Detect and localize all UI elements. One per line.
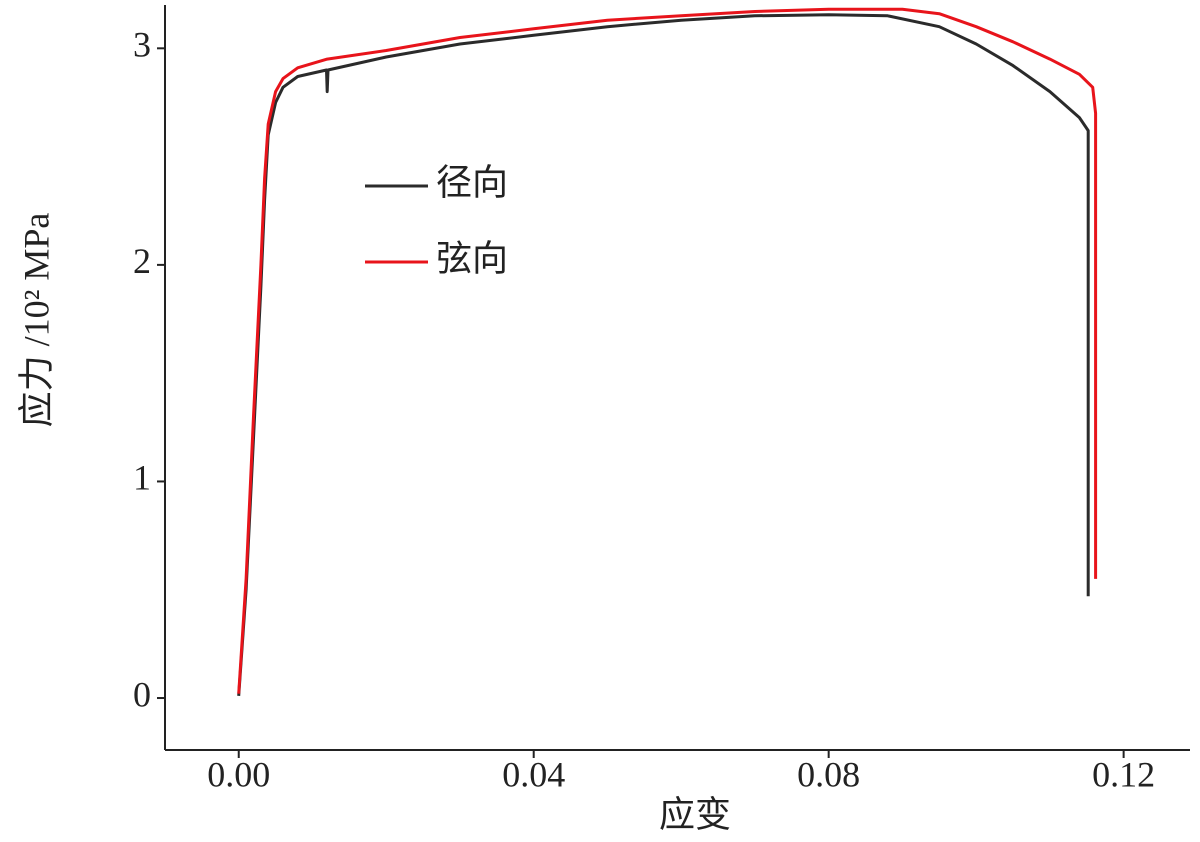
- series-line: [237, 13, 1090, 697]
- y-tick-label: 1: [133, 458, 151, 498]
- x-axis-label: 应变: [659, 794, 731, 834]
- x-tick-label: 0.12: [1092, 754, 1155, 794]
- y-tick-label: 0: [133, 674, 151, 714]
- x-tick-label: 0.04: [502, 754, 565, 794]
- y-axis-label: 应力 /10² MPa: [16, 213, 56, 428]
- y-tick-label: 3: [133, 25, 151, 65]
- series-line: [237, 7, 1098, 694]
- y-tick-label: 2: [133, 241, 151, 281]
- x-tick-label: 0.00: [207, 754, 270, 794]
- x-tick-label: 0.08: [797, 754, 860, 794]
- legend-label: 径向: [436, 162, 508, 202]
- legend-label: 弦向: [436, 238, 508, 278]
